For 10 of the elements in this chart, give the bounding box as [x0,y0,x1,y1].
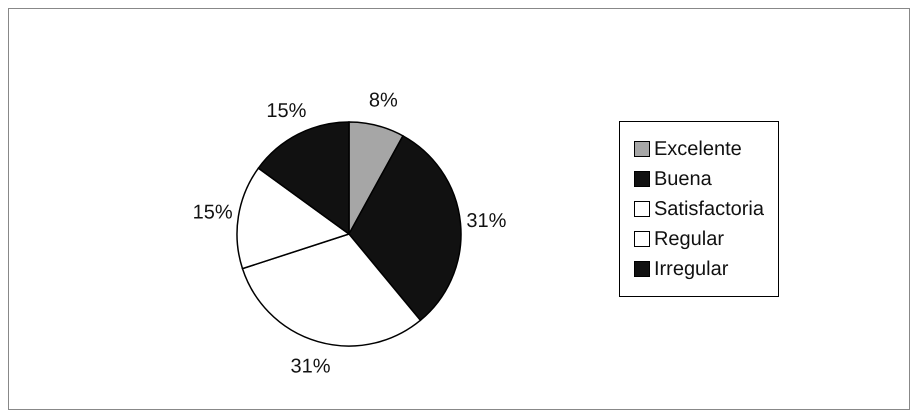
data-label: 8% [368,89,398,112]
legend-label: Irregular [654,257,728,282]
data-label: 31% [290,356,331,378]
legend-label: Regular [654,227,724,252]
data-label: 15% [266,100,307,122]
legend-label: Excelente [654,137,742,162]
data-label: 31% [466,210,507,232]
data-label: 15% [192,201,233,224]
legend-label: Satisfactoria [654,197,764,222]
legend-label: Buena [654,167,712,192]
